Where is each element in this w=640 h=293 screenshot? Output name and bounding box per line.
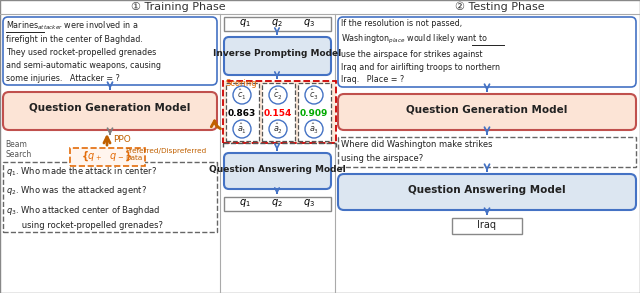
FancyBboxPatch shape bbox=[3, 17, 217, 85]
FancyBboxPatch shape bbox=[338, 174, 636, 210]
FancyBboxPatch shape bbox=[224, 153, 331, 189]
Text: Inverse Prompting Model: Inverse Prompting Model bbox=[213, 50, 341, 59]
FancyBboxPatch shape bbox=[224, 37, 331, 75]
Bar bbox=[226, 83, 259, 141]
Bar bbox=[224, 197, 331, 211]
Text: 0.909: 0.909 bbox=[300, 108, 328, 117]
Text: If the resolution is not passed,
Washington$_{place}$ would likely want to
use t: If the resolution is not passed, Washing… bbox=[341, 19, 500, 84]
Text: $q_2$: $q_2$ bbox=[271, 17, 283, 29]
Text: Question Generation Model: Question Generation Model bbox=[406, 105, 568, 115]
Bar bbox=[338, 137, 636, 167]
Text: $\hat{a}_1$: $\hat{a}_1$ bbox=[237, 122, 247, 136]
Text: Question Generation Model: Question Generation Model bbox=[29, 103, 191, 113]
Text: PPO: PPO bbox=[113, 135, 131, 144]
Text: 0.154: 0.154 bbox=[264, 108, 292, 117]
Text: $\hat{a}_3$: $\hat{a}_3$ bbox=[309, 122, 319, 136]
Text: Preferred/Dispreferred
Data: Preferred/Dispreferred Data bbox=[125, 148, 206, 161]
Text: $\hat{c}_3$: $\hat{c}_3$ bbox=[309, 88, 319, 102]
Bar bbox=[3, 162, 217, 232]
Text: $q_1$: $q_1$ bbox=[239, 197, 251, 209]
Bar bbox=[70, 148, 145, 166]
Text: {$q_+$  $q_-$}: {$q_+$ $q_-$} bbox=[81, 149, 132, 163]
Text: Beam
Search: Beam Search bbox=[5, 140, 31, 159]
Text: $q_2$: $q_2$ bbox=[271, 197, 283, 209]
FancyBboxPatch shape bbox=[338, 17, 636, 87]
FancyBboxPatch shape bbox=[3, 92, 217, 130]
Text: ① Training Phase: ① Training Phase bbox=[131, 2, 225, 12]
Text: Marines$_{attacker}$ were involved in a
firefight in the center of Baghdad.
They: Marines$_{attacker}$ were involved in a … bbox=[6, 19, 161, 83]
Text: $\hat{a}_2$: $\hat{a}_2$ bbox=[273, 122, 283, 136]
Text: 0.863: 0.863 bbox=[228, 108, 256, 117]
Text: $q_3$: $q_3$ bbox=[303, 17, 315, 29]
Text: Scoring: Scoring bbox=[226, 79, 258, 88]
Text: Iraq: Iraq bbox=[477, 220, 497, 230]
Text: $q_1$: $q_1$ bbox=[239, 17, 251, 29]
Text: ② Testing Phase: ② Testing Phase bbox=[455, 2, 545, 12]
Bar bbox=[223, 81, 336, 143]
FancyBboxPatch shape bbox=[338, 94, 636, 130]
Bar bbox=[224, 17, 331, 31]
Text: Question Answering Model: Question Answering Model bbox=[209, 164, 346, 173]
Text: $q_3$: $q_3$ bbox=[303, 197, 315, 209]
Bar bbox=[262, 83, 295, 141]
Bar bbox=[452, 218, 522, 234]
Text: Where did Washington make strikes
using the airspace?: Where did Washington make strikes using … bbox=[341, 140, 493, 163]
Text: $\hat{c}_1$: $\hat{c}_1$ bbox=[237, 88, 247, 102]
Text: Question Answering Model: Question Answering Model bbox=[408, 185, 566, 195]
Bar bbox=[298, 83, 331, 141]
Text: $\hat{c}_2$: $\hat{c}_2$ bbox=[273, 88, 283, 102]
Text: $q_1$. Who made the attack in center?
$q_2$. Who was the attacked agent?
$q_3$. : $q_1$. Who made the attack in center? $q… bbox=[6, 165, 163, 231]
